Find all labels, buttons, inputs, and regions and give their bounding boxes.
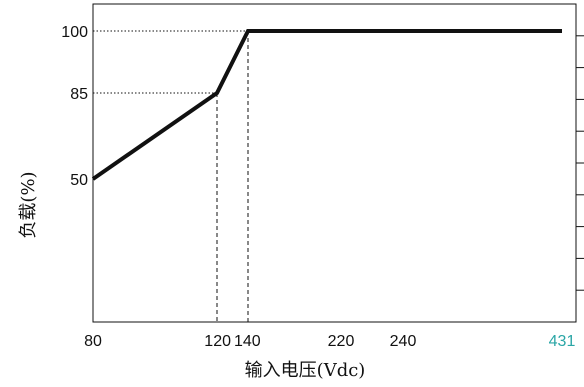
series-line: [91, 29, 562, 181]
x-tick-label: 80: [84, 333, 102, 350]
x-tick-labels: 80 120 140 220 240 431: [84, 333, 575, 350]
x-axis-label: 输入电压(Vdc): [245, 360, 366, 381]
y-tick-label: 50: [70, 172, 88, 189]
y-tick-label: 85: [70, 86, 88, 103]
reference-lines: [93, 30, 249, 322]
x-tick-label: 140: [234, 333, 261, 350]
x-tick-label: 431: [549, 333, 576, 350]
x-tick-label: 240: [390, 333, 417, 350]
plot-frame: [92, 3, 577, 323]
series-group: [91, 29, 563, 181]
y-tick-label: 100: [61, 24, 88, 41]
x-tick-label: 120: [204, 333, 231, 350]
y-axis-label: 负载(%): [18, 171, 39, 238]
y-tick-labels: 50 85 100: [61, 24, 88, 189]
right-axis-ticks: [576, 35, 584, 291]
x-tick-label: 220: [328, 333, 355, 350]
